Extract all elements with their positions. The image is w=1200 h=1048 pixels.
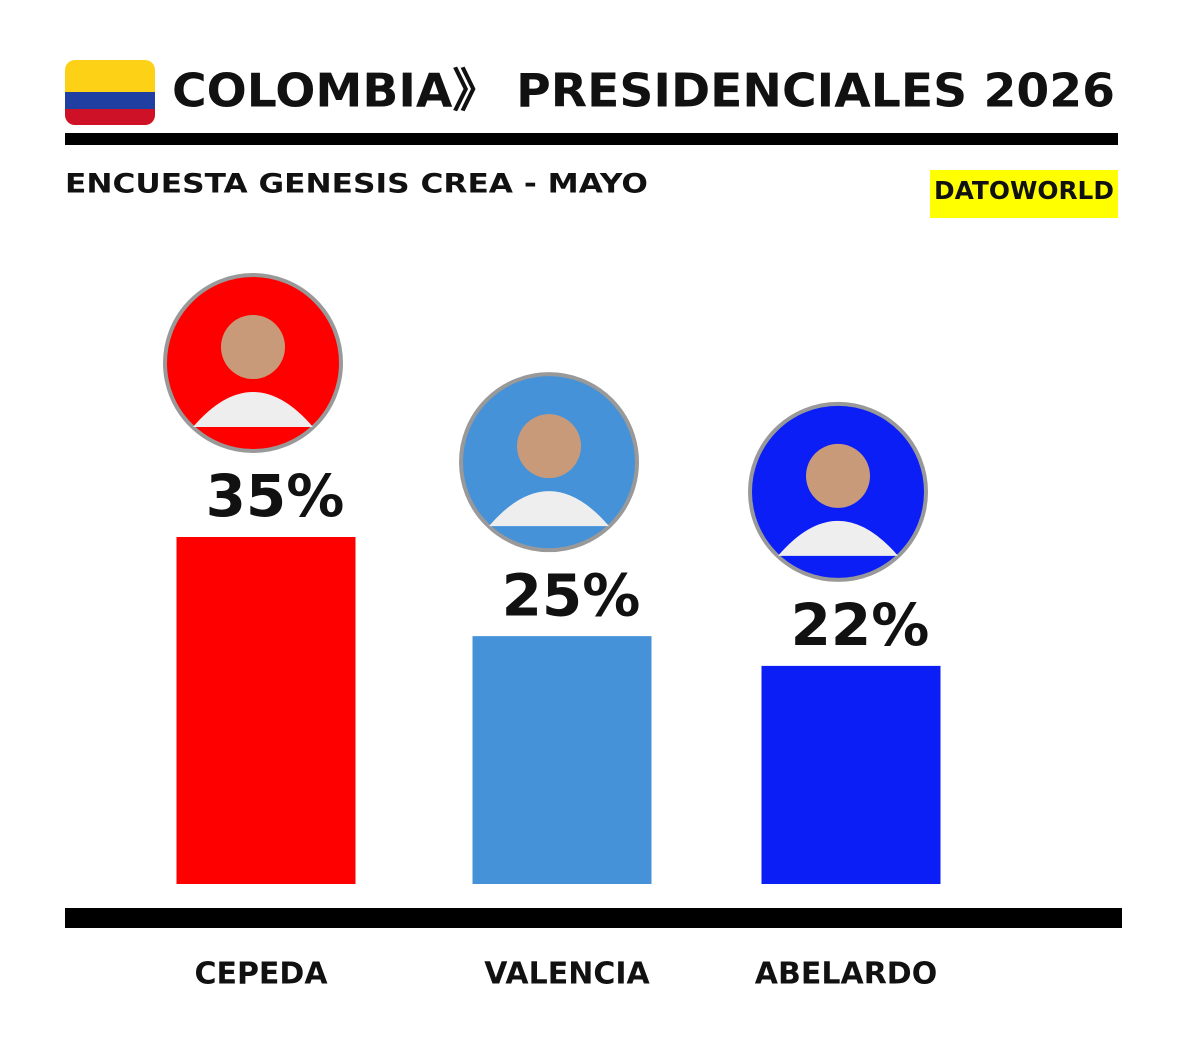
x-tick-label: CEPEDA bbox=[194, 957, 328, 992]
bar bbox=[472, 636, 652, 884]
baseline-rule bbox=[65, 908, 1122, 928]
value-label: 35% bbox=[206, 462, 345, 530]
x-tick-label: VALENCIA bbox=[484, 957, 650, 992]
title-rule bbox=[65, 133, 1118, 145]
value-label: 22% bbox=[791, 591, 930, 659]
chart-title: COLOMBIA》 PRESIDENCIALES 2026 bbox=[172, 64, 1115, 118]
photo-body bbox=[193, 392, 313, 427]
photo-head bbox=[806, 443, 870, 508]
flag bbox=[65, 60, 155, 125]
photo-body bbox=[489, 491, 609, 527]
photo-body bbox=[778, 520, 898, 556]
source: DATOWORLD bbox=[934, 176, 1114, 205]
photo-head bbox=[517, 414, 581, 479]
x-tick-label: ABELARDO bbox=[755, 957, 937, 992]
photo-head bbox=[221, 315, 285, 379]
bar bbox=[176, 537, 356, 884]
subtitle: ENCUESTA GENESIS CREA - MAYO bbox=[65, 169, 648, 200]
bar bbox=[761, 665, 941, 884]
source-badge bbox=[930, 170, 1118, 218]
value-label: 25% bbox=[502, 561, 641, 629]
